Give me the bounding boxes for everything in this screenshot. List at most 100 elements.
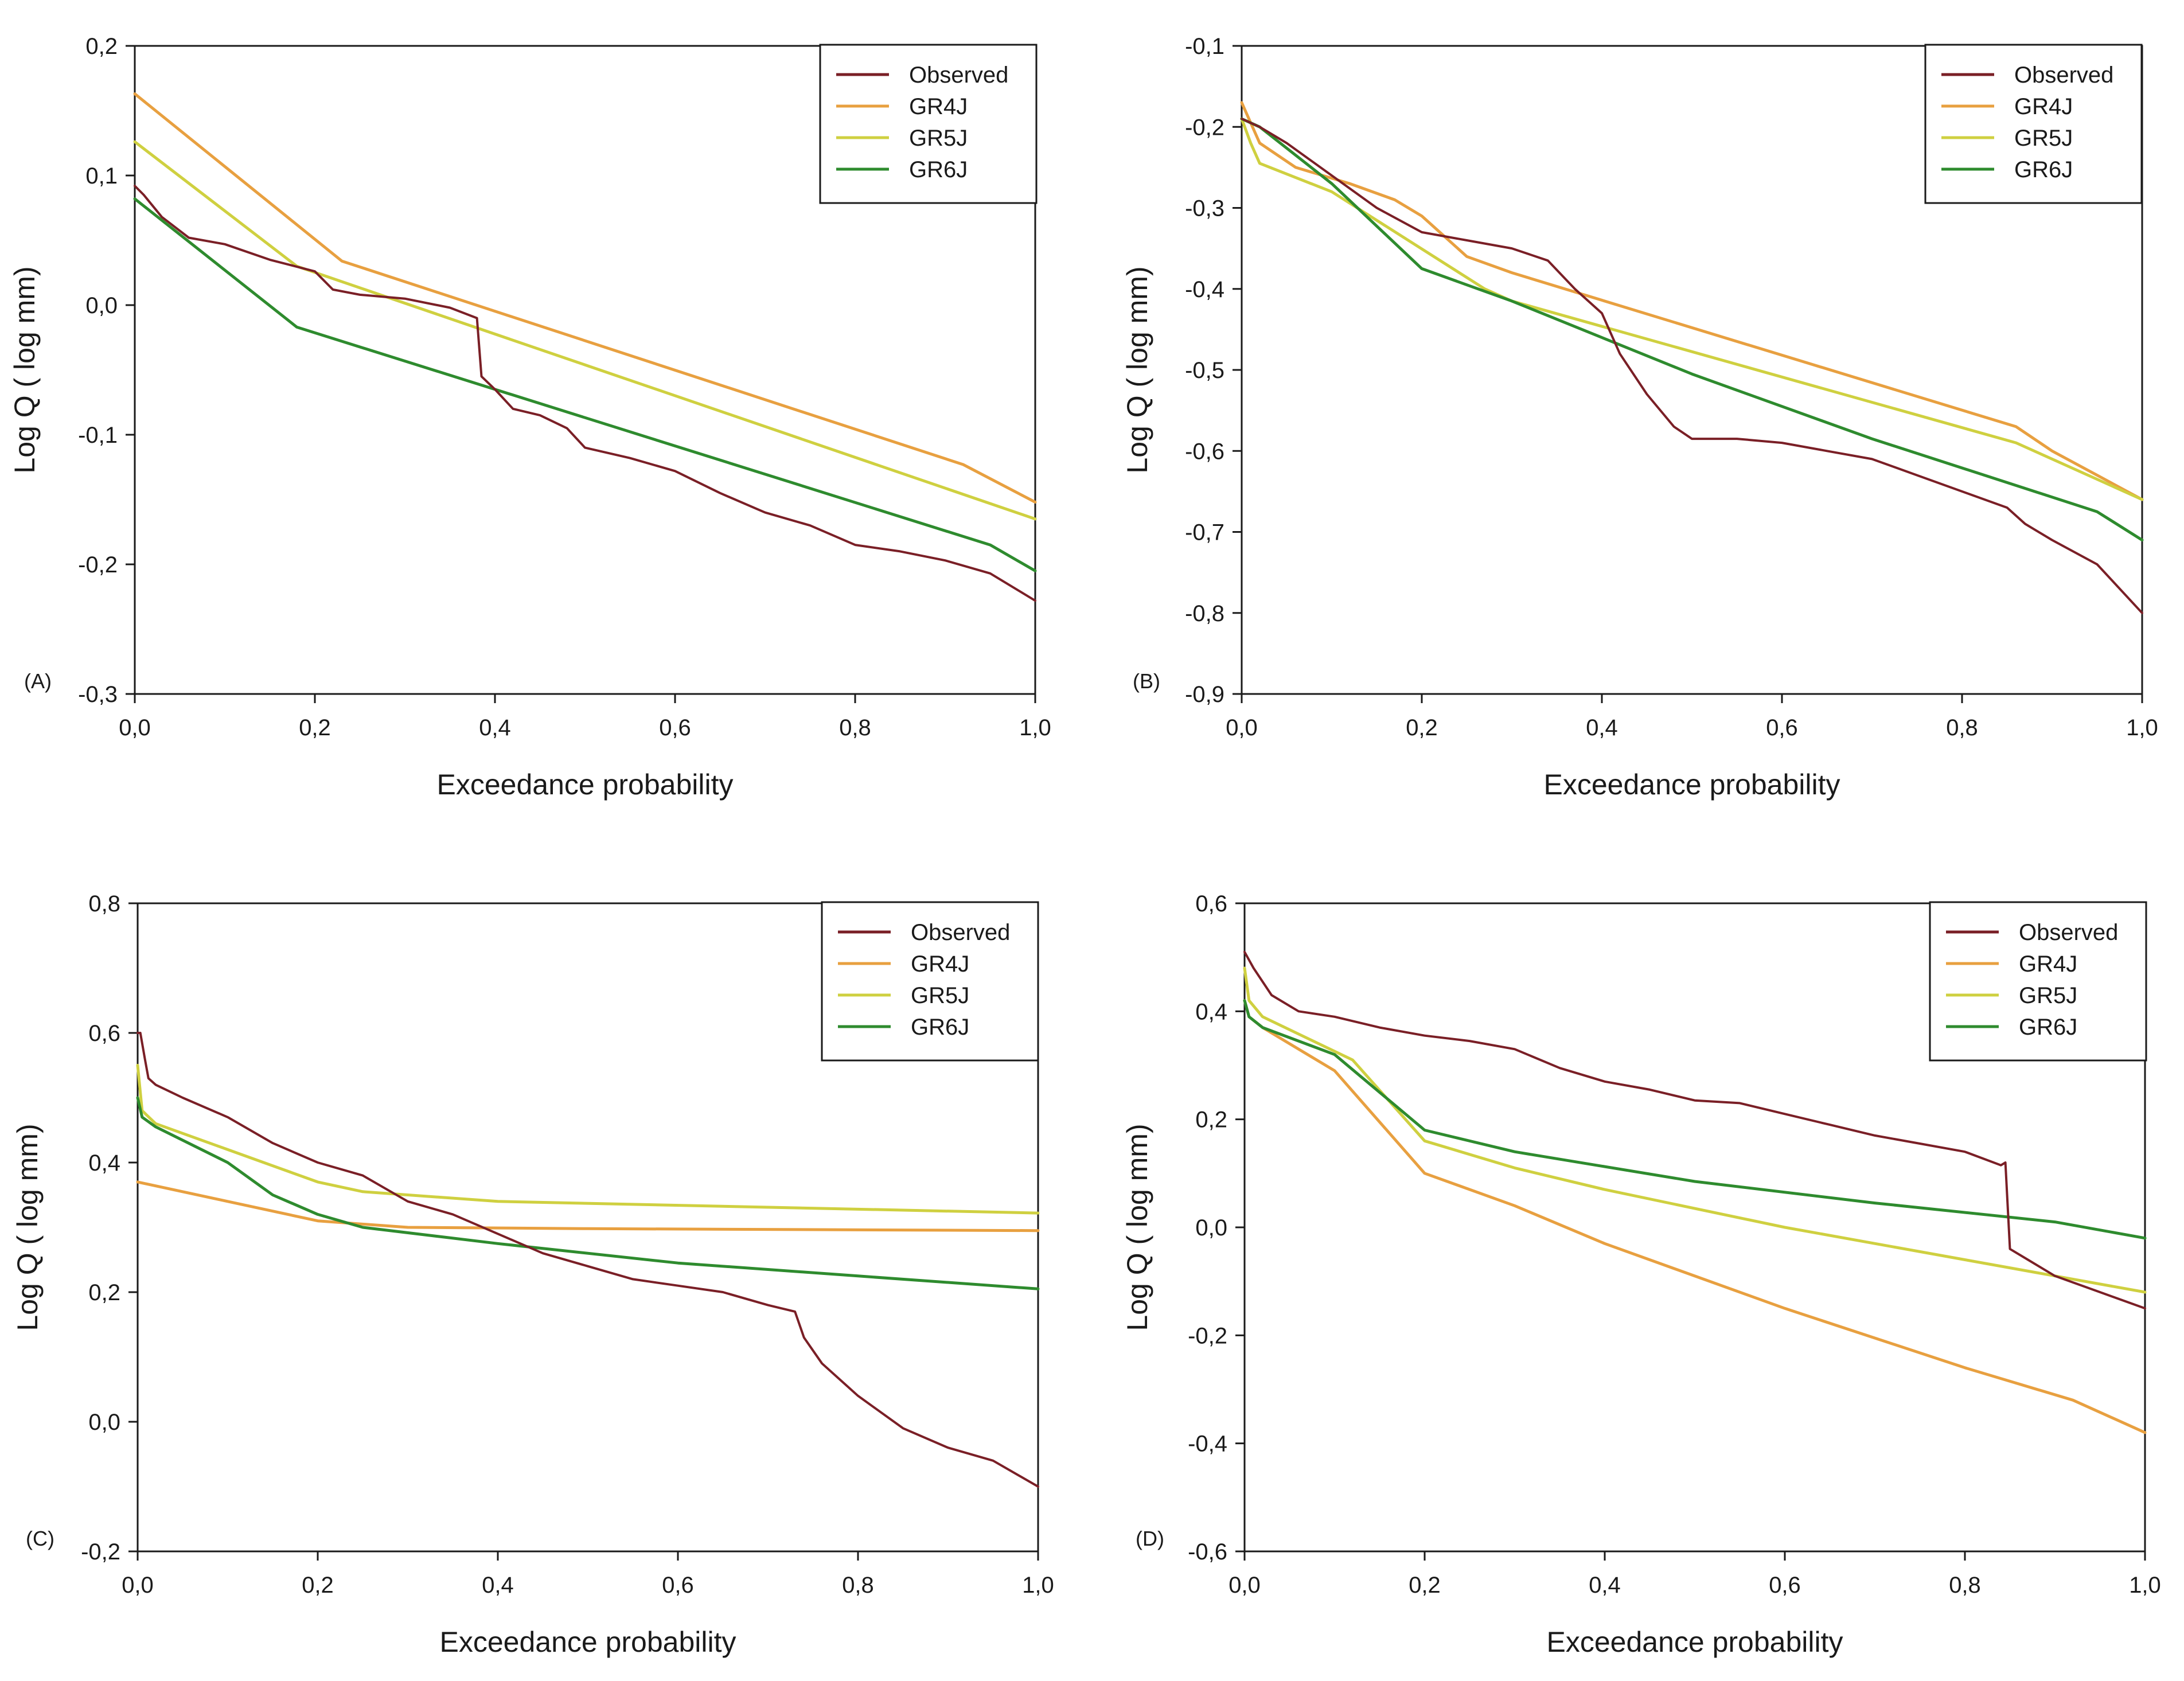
legend-label-observed: Observed xyxy=(2019,920,2118,945)
x-tick-label: 0,6 xyxy=(1769,1573,1801,1598)
series-line-observed xyxy=(134,185,1036,602)
x-tick-label: 1,0 xyxy=(2129,1573,2161,1598)
x-tick-label: 0,2 xyxy=(1406,715,1438,740)
x-tick-label: 0,8 xyxy=(842,1573,874,1598)
y-axis-title: Log Q ( log mm) xyxy=(1121,1124,1153,1331)
series-line-gr5j xyxy=(136,1064,1040,1215)
x-tick-label: 0,8 xyxy=(839,715,871,740)
series-line-gr6j xyxy=(136,1096,1040,1290)
y-tick-label: 0,0 xyxy=(1195,1215,1227,1241)
y-tick-label: -0,6 xyxy=(1185,439,1224,464)
legend-label-gr4j: GR4J xyxy=(909,94,968,119)
legend: Observed GR4J GR5J GR6J xyxy=(819,44,1038,204)
legend-label-gr5j: GR5J xyxy=(2014,126,2073,151)
y-tick-label: 0,8 xyxy=(88,891,120,916)
y-axis-title: Log Q ( log mm) xyxy=(1121,266,1153,473)
legend: Observed GR4J GR5J GR6J xyxy=(1929,901,2147,1062)
x-axis-title: Exceedance probability xyxy=(1547,1626,1843,1658)
legend-label-gr4j: GR4J xyxy=(2019,951,2077,977)
series-line-gr4j xyxy=(133,92,1037,504)
x-axis-title: Exceedance probability xyxy=(1544,769,1840,801)
panel-b: 0,0 0,2 0,4 0,6 0,8 1,0 -0,9 -0,8 -0,7 -0,6 -0,5 -0… xyxy=(1121,34,2158,801)
x-tick-label: 0,0 xyxy=(122,1573,154,1598)
legend-label-gr6j: GR6J xyxy=(911,1015,969,1040)
y-tick-label: -0,1 xyxy=(78,423,118,448)
x-tick-label: 0,2 xyxy=(302,1573,334,1598)
y-tick-label: -0,3 xyxy=(1185,196,1224,221)
y-tick-label: 0,0 xyxy=(85,293,118,318)
legend-label-observed: Observed xyxy=(911,920,1010,945)
x-tick-label: 1,0 xyxy=(2126,715,2158,740)
legend: Observed GR4J GR5J GR6J xyxy=(1924,44,2143,204)
x-tick-label: 0,8 xyxy=(1946,715,1978,740)
y-tick-label: -0,4 xyxy=(1185,277,1224,302)
legend-label-gr5j: GR5J xyxy=(2019,983,2077,1008)
legend-label-observed: Observed xyxy=(909,63,1008,88)
plot-frame xyxy=(136,902,1039,1553)
x-tick-label: 0,4 xyxy=(479,715,511,740)
legend-box xyxy=(1924,44,2143,204)
plot-frame xyxy=(134,45,1036,695)
series-line-gr4j xyxy=(136,1180,1040,1233)
legend-label-gr6j: GR6J xyxy=(909,157,968,182)
x-axis-title: Exceedance probability xyxy=(437,769,734,801)
x-tick-label: 0,6 xyxy=(662,1573,694,1598)
x-tick-label: 0,6 xyxy=(1766,715,1798,740)
x-axis-title: Exceedance probability xyxy=(440,1626,736,1658)
series-line-gr5j xyxy=(1240,117,2144,501)
y-tick-label: 0,2 xyxy=(88,1280,120,1305)
legend-label-gr5j: GR5J xyxy=(911,983,969,1008)
legend: Observed GR4J GR5J GR6J xyxy=(821,901,1039,1062)
y-tick-label: -0,3 xyxy=(78,682,118,707)
panel-a: 0,0 0,2 0,4 0,6 0,8 1,0 -0,3 -0,2 -0,1 0,0 0,1 0,2 E… xyxy=(9,34,1051,801)
series-line-gr4j xyxy=(1240,101,2144,501)
x-tick-label: 0,0 xyxy=(1226,715,1258,740)
x-tick-label: 0,0 xyxy=(119,715,151,740)
x-tick-label: 0,0 xyxy=(1228,1573,1261,1598)
y-tick-label: -0,6 xyxy=(1188,1539,1227,1565)
x-tick-label: 0,2 xyxy=(299,715,331,740)
y-tick-label: -0,2 xyxy=(1188,1323,1227,1348)
legend-label-observed: Observed xyxy=(2014,63,2113,88)
panel-label: (A) xyxy=(24,669,52,693)
y-tick-label: 0,0 xyxy=(88,1410,120,1435)
legend-box xyxy=(1929,901,2147,1062)
y-tick-label: -0,2 xyxy=(78,552,118,578)
series-line-observed xyxy=(1241,118,2143,614)
panel-label: (C) xyxy=(26,1527,54,1550)
panel-d: 0,0 0,2 0,4 0,6 0,8 1,0 -0,6 -0,4 -0,2 0,0 0,2 0,4 0… xyxy=(1121,891,2161,1658)
x-tick-label: 0,4 xyxy=(1586,715,1618,740)
y-tick-label: 0,1 xyxy=(85,163,118,189)
y-tick-label: -0,2 xyxy=(1185,115,1224,140)
y-tick-label: 0,4 xyxy=(88,1150,120,1176)
legend-label-gr4j: GR4J xyxy=(911,951,969,977)
y-tick-label: 0,2 xyxy=(85,34,118,59)
x-tick-label: 0,4 xyxy=(482,1573,514,1598)
legend-box xyxy=(819,44,1038,204)
series-line-gr6j xyxy=(1243,999,2147,1240)
y-tick-label: -0,9 xyxy=(1185,682,1224,707)
series-line-gr6j xyxy=(133,197,1037,572)
y-tick-label: 0,4 xyxy=(1195,999,1227,1024)
panel-c: 0,0 0,2 0,4 0,6 0,8 1,0-0,20,00,20,40,60,8Exc… xyxy=(11,891,1054,1658)
x-tick-label: 0,8 xyxy=(1949,1573,1981,1598)
series-line-gr5j xyxy=(1243,966,2147,1294)
y-tick-label: -0,4 xyxy=(1188,1432,1227,1457)
legend-label-gr6j: GR6J xyxy=(2019,1015,2077,1040)
y-axis-title: Log Q ( log mm) xyxy=(11,1124,44,1331)
legend-label-gr6j: GR6J xyxy=(2014,157,2073,182)
series-line-gr6j xyxy=(1240,117,2144,542)
series-line-observed xyxy=(1243,950,2146,1310)
y-tick-label: 0,6 xyxy=(88,1021,120,1046)
y-tick-label: -0,5 xyxy=(1185,358,1224,383)
panel-label: (D) xyxy=(1136,1527,1164,1550)
y-tick-label: -0,8 xyxy=(1185,601,1224,626)
y-tick-label: 0,6 xyxy=(1195,891,1227,916)
x-tick-label: 1,0 xyxy=(1022,1573,1054,1598)
x-tick-label: 1,0 xyxy=(1019,715,1051,740)
y-tick-label: 0,2 xyxy=(1195,1107,1227,1133)
y-tick-label: -0,7 xyxy=(1185,520,1224,545)
legend-label-gr5j: GR5J xyxy=(909,126,968,151)
x-tick-label: 0,4 xyxy=(1589,1573,1621,1598)
